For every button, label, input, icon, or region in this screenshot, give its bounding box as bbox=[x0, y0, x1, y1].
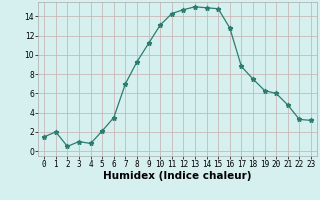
X-axis label: Humidex (Indice chaleur): Humidex (Indice chaleur) bbox=[103, 171, 252, 181]
